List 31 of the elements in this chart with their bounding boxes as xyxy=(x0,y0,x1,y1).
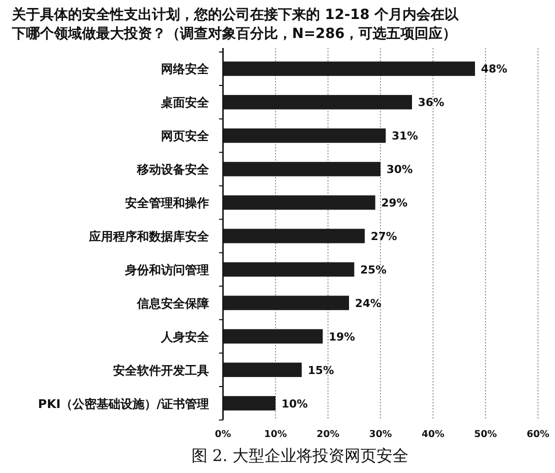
y-tick-label: 网页安全 xyxy=(161,129,210,144)
y-tick-label: 桌面安全 xyxy=(160,96,210,110)
x-tick-label: 40% xyxy=(422,429,445,440)
data-label: 24% xyxy=(355,296,382,310)
data-label: 19% xyxy=(328,330,356,344)
data-label: 15% xyxy=(308,364,334,377)
y-tick-label: 安全管理和操作 xyxy=(125,196,209,210)
data-label: 10% xyxy=(282,397,308,410)
data-label: 30% xyxy=(386,163,413,176)
x-tick-label: 10% xyxy=(264,429,288,440)
y-tick-label: 安全软件开发工具 xyxy=(113,363,209,378)
x-tick-label: 0% xyxy=(214,429,232,440)
y-tick-label: 网络安全 xyxy=(161,62,210,76)
data-label: 27% xyxy=(370,230,398,243)
y-tick-label: 身份和访问管理 xyxy=(124,262,209,277)
data-label: 31% xyxy=(392,130,418,143)
y-tick-label: 人身安全 xyxy=(160,330,210,344)
x-tick-label: 30% xyxy=(369,429,392,440)
data-label: 25% xyxy=(360,263,387,276)
data-label: 48% xyxy=(481,62,508,76)
data-label: 36% xyxy=(418,96,444,110)
chart-title: 关于具体的安全性支出计划，您的公司在接下来的 12-18 个月内会在以下哪个领域做最大投资？（调查对象百分比，N=286，可选五项回应） xyxy=(11,6,460,42)
x-tick-label: 20% xyxy=(316,429,340,440)
x-tick-label: 50% xyxy=(474,429,498,440)
y-tick-label: PKI（公密基础设施）/证书管理 xyxy=(38,396,209,411)
caption: 图 2. 大型企业将投资网页安全 xyxy=(191,446,409,465)
data-label: 29% xyxy=(381,196,408,210)
y-tick-label: 移动设备安全 xyxy=(136,162,210,177)
y-tick-label: 信息安全保障 xyxy=(136,296,209,310)
x-tick-label: 60% xyxy=(526,429,550,440)
y-tick-label: 应用程序和数据库安全 xyxy=(88,230,210,244)
